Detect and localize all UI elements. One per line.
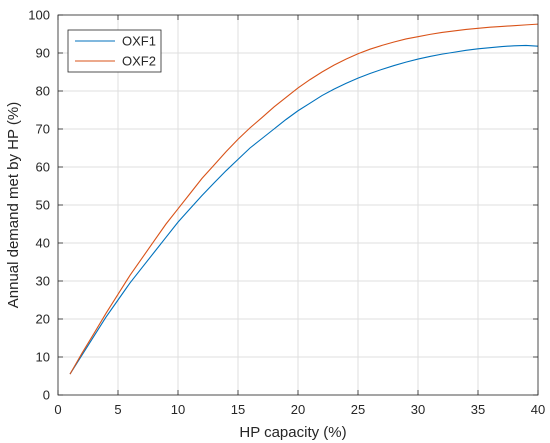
y-axis-label: Annual demand met by HP (%) [5, 102, 22, 309]
plot-area [69, 23, 539, 375]
y-tick-label: 20 [36, 312, 50, 327]
y-tick-label: 60 [36, 160, 50, 175]
x-tick-label: 40 [531, 402, 545, 417]
x-tick-label: 20 [291, 402, 305, 417]
series-line-oxf2 [69, 23, 539, 375]
series-line-oxf1 [69, 44, 539, 375]
y-tick-label: 100 [28, 8, 50, 23]
legend-label-oxf1: OXF1 [122, 34, 156, 49]
x-tick-label: 5 [114, 402, 121, 417]
y-tick-label: 0 [43, 388, 50, 403]
y-tick-label: 80 [36, 84, 50, 99]
y-tick-label: 90 [36, 46, 50, 61]
x-tick-label: 25 [351, 402, 365, 417]
y-tick-label: 10 [36, 350, 50, 365]
x-tick-label: 10 [171, 402, 185, 417]
y-tick-label: 30 [36, 274, 50, 289]
x-tick-label: 0 [54, 402, 61, 417]
legend-label-oxf2: OXF2 [122, 54, 156, 69]
y-tick-label: 50 [36, 198, 50, 213]
legend-box [67, 29, 162, 73]
y-tick-label: 70 [36, 122, 50, 137]
legend: OXF1 OXF2 [67, 29, 162, 73]
x-tick-label: 15 [231, 402, 245, 417]
x-tick-label: 30 [411, 402, 425, 417]
ticks: 0 5 10 15 20 25 30 35 40 0 10 20 30 40 50 60 70 80 90 100 [28, 8, 545, 418]
x-axis-label: HP capacity (%) [239, 424, 346, 441]
y-tick-label: 40 [36, 236, 50, 251]
x-tick-label: 35 [471, 402, 485, 417]
